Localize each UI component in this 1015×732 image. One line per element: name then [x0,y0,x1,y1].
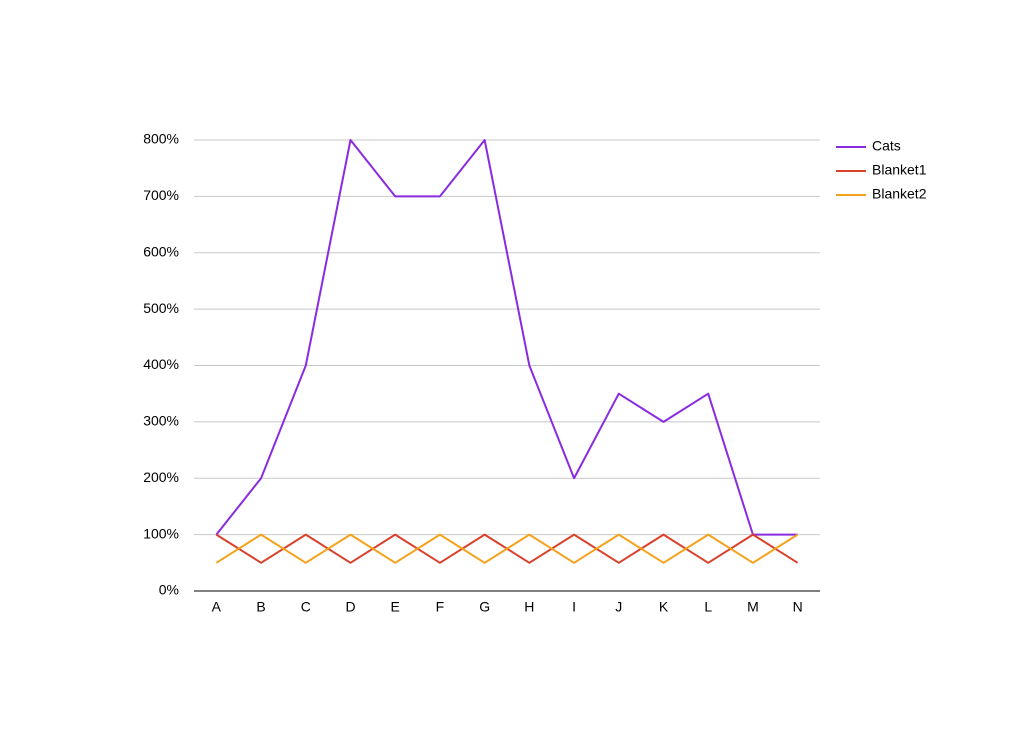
y-tick-label: 100% [143,525,179,541]
y-tick-label: 700% [143,187,179,203]
x-tick-label: D [345,599,355,615]
x-tick-label: A [212,599,222,615]
x-tick-label: B [256,599,265,615]
legend-label: Cats [872,138,901,154]
x-tick-label: L [704,599,712,615]
legend-label: Blanket2 [872,186,927,202]
series-line [215,139,798,536]
x-tick-label: J [615,599,622,615]
x-tick-label: F [436,599,445,615]
x-tick-label: H [524,599,534,615]
y-tick-label: 200% [143,469,179,485]
y-tick-label: 400% [143,356,179,372]
y-tick-label: 800% [143,131,179,147]
x-tick-label: E [391,599,400,615]
y-tick-label: 600% [143,243,179,259]
legend-label: Blanket1 [872,162,927,178]
series-line [215,533,799,564]
x-tick-label: G [479,599,490,615]
y-tick-label: 500% [143,300,179,316]
x-tick-label: N [793,599,803,615]
x-tick-label: M [747,599,759,615]
x-tick-label: C [301,599,311,615]
x-tick-label: K [659,599,669,615]
y-tick-label: 0% [159,582,179,598]
y-tick-label: 300% [143,413,179,429]
x-tick-label: I [572,599,576,615]
